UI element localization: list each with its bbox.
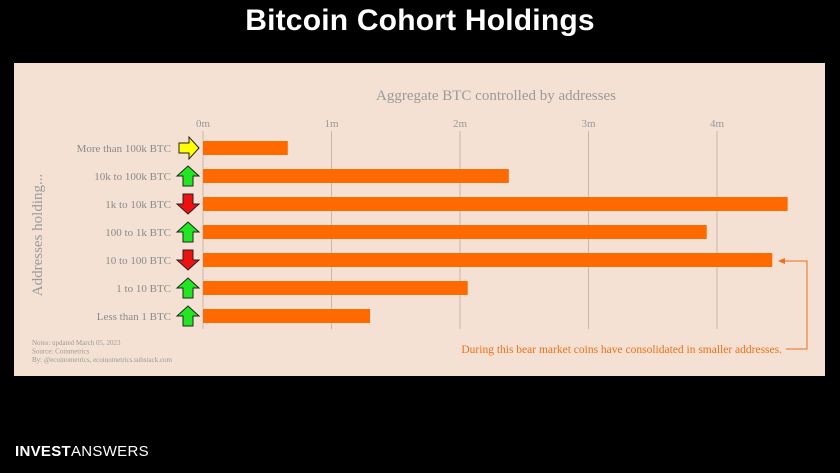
y-axis-label: Addresses holding... bbox=[30, 174, 46, 297]
category-label: 1 to 10 BTC bbox=[116, 283, 171, 295]
bar bbox=[203, 197, 788, 211]
brand-bold: INVEST bbox=[15, 443, 71, 460]
trend-arrow-right-icon bbox=[178, 135, 200, 161]
chart-panel: Aggregate BTC controlled by addresses Ad… bbox=[14, 63, 825, 376]
note-line: Notes: updated March 05, 2023 bbox=[32, 339, 121, 347]
note-line: By: @ecoinometrics, ecoinometrics.substa… bbox=[32, 356, 173, 364]
category-labels: More than 100k BTC 10k to 100k BTC 1k to 1… bbox=[77, 143, 171, 323]
x-tick-label: 1m bbox=[324, 118, 339, 130]
x-tick-label: 2m bbox=[453, 118, 468, 130]
trend-arrows bbox=[175, 135, 201, 327]
annotation-text: During this bear market coins have conso… bbox=[461, 344, 782, 356]
bar bbox=[203, 281, 468, 295]
bar bbox=[203, 309, 371, 323]
category-label: 10 to 100 BTC bbox=[105, 255, 171, 267]
trend-arrow-down-icon bbox=[175, 249, 201, 271]
category-label: 10k to 100k BTC bbox=[94, 171, 171, 183]
brand-light: ANSWERS bbox=[70, 443, 149, 460]
slide-title: Bitcoin Cohort Holdings bbox=[245, 4, 595, 37]
trend-arrow-up-icon bbox=[175, 305, 201, 327]
trend-arrow-down-icon bbox=[175, 193, 201, 215]
annotation-arrowhead bbox=[778, 258, 785, 264]
category-label: 100 to 1k BTC bbox=[105, 227, 171, 239]
chart-title: Aggregate BTC controlled by addresses bbox=[376, 88, 616, 104]
brand-logo: INVESTANSWERS bbox=[15, 443, 149, 460]
bar-chart: Aggregate BTC controlled by addresses Ad… bbox=[30, 88, 808, 364]
bar bbox=[203, 253, 773, 267]
category-label: Less than 1 BTC bbox=[97, 311, 171, 323]
category-label: 1k to 10k BTC bbox=[105, 199, 171, 211]
x-tick-label: 3m bbox=[581, 118, 596, 130]
trend-arrow-up-icon bbox=[175, 277, 201, 299]
trend-arrow-up-icon bbox=[175, 221, 201, 243]
bar bbox=[203, 141, 288, 155]
note-line: Source: Coinmetrics bbox=[32, 348, 90, 356]
bar bbox=[203, 225, 707, 239]
bars bbox=[203, 141, 788, 323]
trend-arrow-up-icon bbox=[175, 165, 201, 187]
annotation-bracket bbox=[782, 260, 808, 350]
x-tick-labels: 0m 1m 2m 3m 4m bbox=[196, 118, 725, 130]
x-tick-label: 0m bbox=[196, 118, 211, 130]
x-tick-label: 4m bbox=[710, 118, 725, 130]
category-label: More than 100k BTC bbox=[77, 143, 171, 155]
bar bbox=[203, 169, 509, 183]
